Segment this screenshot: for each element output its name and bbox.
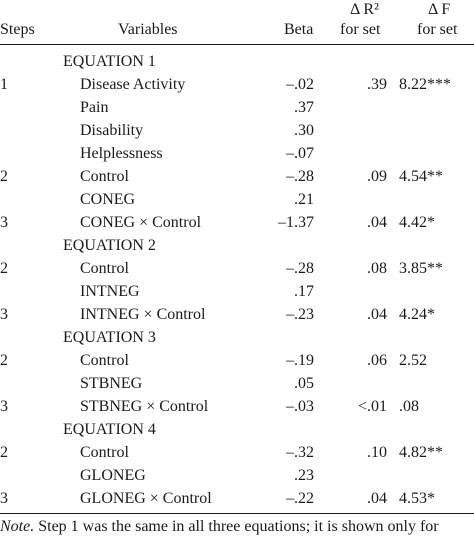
cell-variable: GLONEG × Control [80, 490, 212, 507]
header-rule [0, 44, 474, 45]
table-row: 3 STBNEG × Control –.03 <.01 .08 [0, 395, 474, 418]
cell-delta-r2: .08 [367, 260, 387, 277]
cell-variable: Disease Activity [80, 76, 186, 93]
cell-variable: Pain [80, 99, 109, 116]
cell-beta: .37 [294, 99, 314, 116]
header-delta-f-bottom: for set [417, 21, 458, 38]
cell-beta: –.23 [286, 306, 314, 323]
cell-beta: .05 [294, 375, 314, 392]
cell-variable: Control [80, 260, 129, 277]
cell-delta-r2: .04 [367, 490, 387, 507]
cell-delta-r2: .06 [367, 352, 387, 369]
cell-beta: .21 [294, 191, 314, 208]
cell-beta: .23 [294, 467, 314, 484]
cell-step: 3 [0, 306, 8, 323]
cell-delta-f: 3.85** [399, 260, 443, 277]
cell-beta: –.19 [286, 352, 314, 369]
table-row: CONEG .21 [0, 188, 474, 211]
header-delta-f-top: Δ F [428, 1, 451, 18]
cell-beta: –.03 [286, 398, 314, 415]
equation-label: EQUATION 4 [63, 421, 156, 438]
note-label: Note. [0, 518, 35, 535]
table-row: 2 Control –.28 .09 4.54** [0, 165, 474, 188]
cell-step: 3 [0, 214, 8, 231]
cell-beta: –.22 [286, 490, 314, 507]
cell-step: 3 [0, 398, 8, 415]
cell-delta-r2: .04 [367, 306, 387, 323]
cell-step: 2 [0, 444, 8, 461]
cell-delta-f: .08 [399, 398, 419, 415]
equation-heading-row: EQUATION 1 [0, 50, 474, 73]
cell-beta: –.07 [286, 145, 314, 162]
cell-variable: STBNEG [80, 375, 143, 392]
header-beta: Beta [284, 21, 314, 38]
equation-heading-row: EQUATION 4 [0, 418, 474, 441]
cell-delta-f: 2.52 [399, 352, 427, 369]
cell-delta-f: 4.53* [399, 490, 435, 507]
table-row: 2 Control –.32 .10 4.82** [0, 441, 474, 464]
table-row: 3 INTNEG × Control –.23 .04 4.24* [0, 303, 474, 326]
cell-beta: –.32 [286, 444, 314, 461]
cell-delta-r2: .39 [367, 76, 387, 93]
cell-beta: –.02 [286, 76, 314, 93]
cell-variable: GLONEG [80, 467, 146, 484]
table-row: STBNEG .05 [0, 372, 474, 395]
cell-delta-f: 4.54** [399, 168, 443, 185]
cell-beta: .17 [294, 283, 314, 300]
cell-variable: Control [80, 352, 129, 369]
table-row: 2 Control –.19 .06 2.52 [0, 349, 474, 372]
equation-heading-row: EQUATION 3 [0, 326, 474, 349]
equation-heading-row: EQUATION 2 [0, 234, 474, 257]
header-steps: Steps [0, 21, 35, 38]
equation-label: EQUATION 1 [63, 53, 156, 70]
cell-variable: Control [80, 168, 129, 185]
cell-variable: Control [80, 444, 129, 461]
cell-beta: .30 [294, 122, 314, 139]
cell-beta: –.28 [286, 168, 314, 185]
cell-variable: INTNEG × Control [80, 306, 206, 323]
header-variables: Variables [118, 21, 178, 38]
equation-label: EQUATION 2 [63, 237, 156, 254]
table-row: Pain .37 [0, 96, 474, 119]
cell-delta-r2: .10 [367, 444, 387, 461]
cell-beta: –.28 [286, 260, 314, 277]
cell-delta-r2: <.01 [357, 398, 387, 415]
note-text: Step 1 was the same in all three equatio… [34, 518, 439, 535]
table-row: Helplessness –.07 [0, 142, 474, 165]
table-row: GLONEG .23 [0, 464, 474, 487]
cell-delta-f: 8.22*** [399, 76, 451, 93]
cell-delta-r2: .09 [367, 168, 387, 185]
header-delta-r2-bottom: for set [340, 21, 381, 38]
table-row: Disability .30 [0, 119, 474, 142]
cell-variable: CONEG [80, 191, 136, 208]
table-row: INTNEG .17 [0, 280, 474, 303]
cell-variable: Helplessness [80, 145, 163, 162]
table-note: Note. Step 1 was the same in all three e… [0, 516, 439, 538]
bottom-rule [0, 513, 474, 514]
cell-variable: CONEG × Control [80, 214, 202, 231]
cell-step: 2 [0, 260, 8, 277]
cell-beta: –1.37 [278, 214, 314, 231]
cell-variable: INTNEG [80, 283, 140, 300]
cell-step: 2 [0, 352, 8, 369]
cell-delta-f: 4.82** [399, 444, 443, 461]
table-row: 2 Control –.28 .08 3.85** [0, 257, 474, 280]
cell-variable: STBNEG × Control [80, 398, 209, 415]
cell-step: 2 [0, 168, 8, 185]
header-delta-r2-top: Δ R² [350, 1, 379, 18]
equation-label: EQUATION 3 [63, 329, 156, 346]
cell-variable: Disability [80, 122, 144, 139]
cell-step: 3 [0, 490, 8, 507]
cell-delta-f: 4.42* [399, 214, 435, 231]
table-row: 3 GLONEG × Control –.22 .04 4.53* [0, 487, 474, 510]
table-row: 3 CONEG × Control –1.37 .04 4.42* [0, 211, 474, 234]
table-row: 1 Disease Activity –.02 .39 8.22*** [0, 73, 474, 96]
cell-delta-r2: .04 [367, 214, 387, 231]
cell-delta-f: 4.24* [399, 306, 435, 323]
cell-step: 1 [0, 76, 8, 93]
